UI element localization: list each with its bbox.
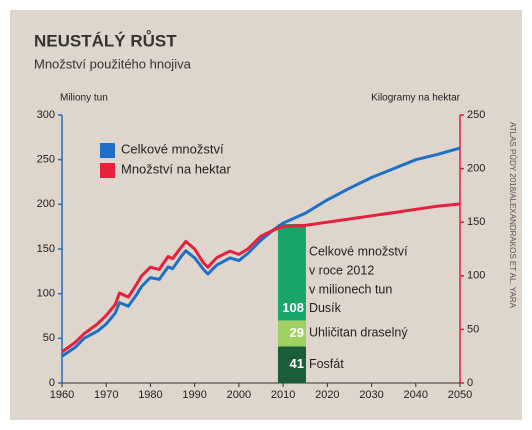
y-tick-label: 0 — [49, 377, 55, 389]
y2-tick-label: 50 — [467, 323, 479, 335]
x-tick-label: 2030 — [359, 389, 383, 401]
y-tick-label: 100 — [37, 288, 55, 300]
x-tick-label: 2010 — [271, 389, 295, 401]
x-tick-label: 2040 — [404, 389, 428, 401]
x-tick-label: 1970 — [94, 389, 118, 401]
y-tick-label: 50 — [43, 332, 55, 344]
x-tick-label: 1960 — [50, 389, 74, 401]
y-tick-label: 250 — [37, 154, 55, 166]
y2-tick-label: 100 — [467, 270, 485, 282]
bar-segment — [277, 346, 306, 383]
x-tick-label: 2050 — [448, 389, 472, 401]
panel-bg — [10, 10, 522, 420]
bar-value-label: 41 — [289, 356, 303, 371]
y2-tick-label: 200 — [467, 163, 485, 175]
bar-annotation: v roce 2012 — [309, 263, 374, 277]
bar-segment-label: Dusík — [309, 301, 342, 315]
bar-segment-label: Uhličitan draselný — [309, 326, 408, 340]
x-tick-label: 2000 — [227, 389, 251, 401]
y2-tick-label: 250 — [467, 109, 485, 121]
chart-subtitle: Množství použitého hnojiva — [34, 56, 192, 71]
x-tick-label: 2020 — [315, 389, 339, 401]
series-line — [61, 146, 461, 358]
y-tick-label: 150 — [37, 243, 55, 255]
legend-swatch — [100, 143, 115, 158]
bar-segment-label: Fosfát — [309, 357, 344, 371]
y2-tick-label: 0 — [467, 377, 473, 389]
bar-value-label: 108 — [282, 300, 304, 315]
bar-value-label: 29 — [289, 325, 303, 340]
y-tick-label: 200 — [37, 198, 55, 210]
legend-label: Celkové množství — [121, 141, 224, 156]
source: ATLAS PŮDY 2018/ALEXANDRAKOS ET AL. YARA — [508, 122, 517, 309]
series-line — [61, 202, 461, 354]
bar-annotation: v milionech tun — [309, 282, 392, 296]
y2-axis-label: Kilogramy na hektar — [371, 93, 461, 104]
legend-label: Množství na hektar — [121, 161, 231, 176]
chart-title: NEUSTÁLÝ RŮST — [34, 30, 177, 50]
bar-annotation: Celkové množství — [309, 244, 408, 258]
x-tick-label: 1990 — [182, 389, 206, 401]
y-tick-label: 300 — [37, 109, 55, 121]
y2-tick-label: 150 — [467, 216, 485, 228]
bar-segment — [277, 223, 306, 321]
y-axis-label: Miliony tun — [60, 93, 108, 104]
bar-segment — [277, 320, 306, 347]
x-tick-label: 1980 — [138, 389, 162, 401]
legend-swatch — [100, 163, 115, 178]
